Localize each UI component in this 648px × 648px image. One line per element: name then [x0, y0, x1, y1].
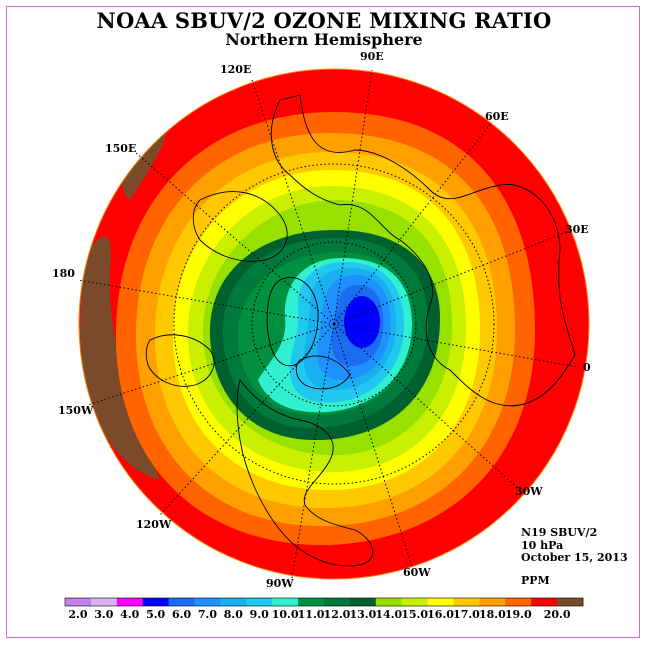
lon-label-60w: 60W — [403, 566, 431, 579]
map-outline — [78, 68, 590, 580]
colorbar-tick-label: 7.0 — [198, 608, 217, 621]
colorbar-tick-label: 12.0 — [324, 608, 351, 621]
coastline-siberia — [192, 191, 288, 262]
latitude-circle-60 — [251, 241, 417, 407]
coastline-greenland — [266, 277, 319, 367]
map-title: NOAA SBUV/2 OZONE MIXING RATIO — [96, 8, 552, 33]
colorbar-swatch — [557, 598, 584, 606]
colorbar-tick-label: 11.0 — [298, 608, 325, 621]
colorbar-swatch — [375, 598, 402, 606]
lon-label-150e: 150E — [105, 142, 136, 155]
coastline-north-america — [236, 378, 373, 567]
coastlines — [145, 94, 576, 567]
colorbar-swatches — [64, 597, 584, 607]
coastline-europe-asia — [270, 94, 576, 407]
colorbar-tick-label: 4.0 — [120, 608, 139, 621]
meridian-90w — [291, 323, 335, 579]
meridian-30w — [333, 323, 521, 491]
latitude-circle-30 — [173, 163, 495, 485]
pressure-label: 10 hPa — [521, 538, 564, 552]
coastline-alaska — [145, 334, 215, 387]
colorbar-tick-label: 10.0 — [272, 608, 299, 621]
colorbar-swatch — [65, 598, 92, 606]
colorbar-swatch — [246, 598, 273, 606]
colorbar-tick-label: 18.0 — [479, 608, 506, 621]
colorbar-swatch — [168, 598, 195, 606]
colorbar-tick-label: 17.0 — [453, 608, 480, 621]
meridian-150w — [87, 323, 335, 406]
colorbar-swatch — [116, 598, 143, 606]
lon-label-180: 180 — [52, 267, 75, 280]
colorbar-swatch — [298, 598, 325, 606]
colorbar-tick-labels: 2.0 3.0 4.0 5.0 6.0 7.0 8.0 9.0 10.0 11.0 12.0 13.0… — [68, 608, 570, 621]
lon-label-60e: 60E — [485, 110, 509, 123]
colorbar-tick-label: 19.0 — [505, 608, 532, 621]
colorbar-tick-label: 6.0 — [172, 608, 191, 621]
colorbar-border — [64, 597, 584, 607]
lon-label-150w: 150W — [58, 404, 94, 417]
colorbar-tick-label: 13.0 — [349, 608, 376, 621]
meridian-180 — [77, 279, 335, 325]
lon-label-30e: 30E — [565, 223, 589, 236]
colorbar-swatch — [90, 598, 118, 606]
colorbar-swatch — [479, 598, 506, 606]
meridian-30e — [333, 231, 568, 325]
colorbar-tick-label: 20.0 — [544, 608, 571, 621]
colorbar-tick-label: 3.0 — [94, 608, 113, 621]
ozone-band-core — [344, 296, 380, 348]
graticule — [77, 69, 579, 579]
colorbar-swatch — [142, 598, 169, 606]
meridian-0 — [333, 323, 579, 368]
coastline-arctic-islands — [295, 355, 351, 390]
lon-label-0: 0 — [583, 361, 591, 374]
units-label: PPM — [521, 574, 550, 587]
colorbar-tick-label: 15.0 — [401, 608, 428, 621]
figure-frame — [6, 6, 640, 638]
colorbar-swatch — [531, 598, 558, 606]
colorbar-swatch — [324, 598, 351, 606]
lon-label-90e: 90E — [360, 50, 384, 63]
lon-label-30w: 30W — [515, 485, 543, 498]
instrument-label: N19 SBUV/2 — [521, 526, 598, 539]
longitude-labels: 90E 60E 30E 0 30W 60W 90W 120W 150W 180 … — [52, 50, 591, 590]
meridian-120w — [159, 323, 335, 516]
colorbar-swatch — [349, 598, 377, 606]
colorbar-swatch — [427, 598, 454, 606]
colorbar-swatch — [401, 598, 428, 606]
ozone-band-20-north — [120, 129, 168, 200]
lon-label-90w: 90W — [266, 577, 294, 590]
colorbar-tick-label: 2.0 — [68, 608, 87, 621]
meridian-90e — [333, 69, 373, 325]
colorbar-swatch — [453, 598, 480, 606]
info-block: N19 SBUV/2 10 hPa October 15, 2013 — [521, 526, 628, 565]
meridian-120e — [251, 79, 335, 325]
colorbar-swatch — [220, 598, 247, 606]
colorbar-tick-label: 9.0 — [250, 608, 269, 621]
colorbar-swatch — [194, 598, 221, 606]
colorbar-tick-label: 16.0 — [427, 608, 454, 621]
colorbar-tick-label: 14.0 — [375, 608, 402, 621]
colorbar-swatch — [272, 598, 299, 606]
colorbar-swatch — [505, 598, 532, 606]
colorbar-tick-label: 5.0 — [146, 608, 165, 621]
map-subtitle: Northern Hemisphere — [225, 30, 423, 49]
colorbar-tick-label: 8.0 — [224, 608, 243, 621]
meridian-60e — [333, 121, 493, 325]
date-label: October 15, 2013 — [521, 551, 628, 564]
lon-label-120w: 120W — [136, 518, 172, 531]
lon-label-120e: 120E — [220, 63, 251, 76]
